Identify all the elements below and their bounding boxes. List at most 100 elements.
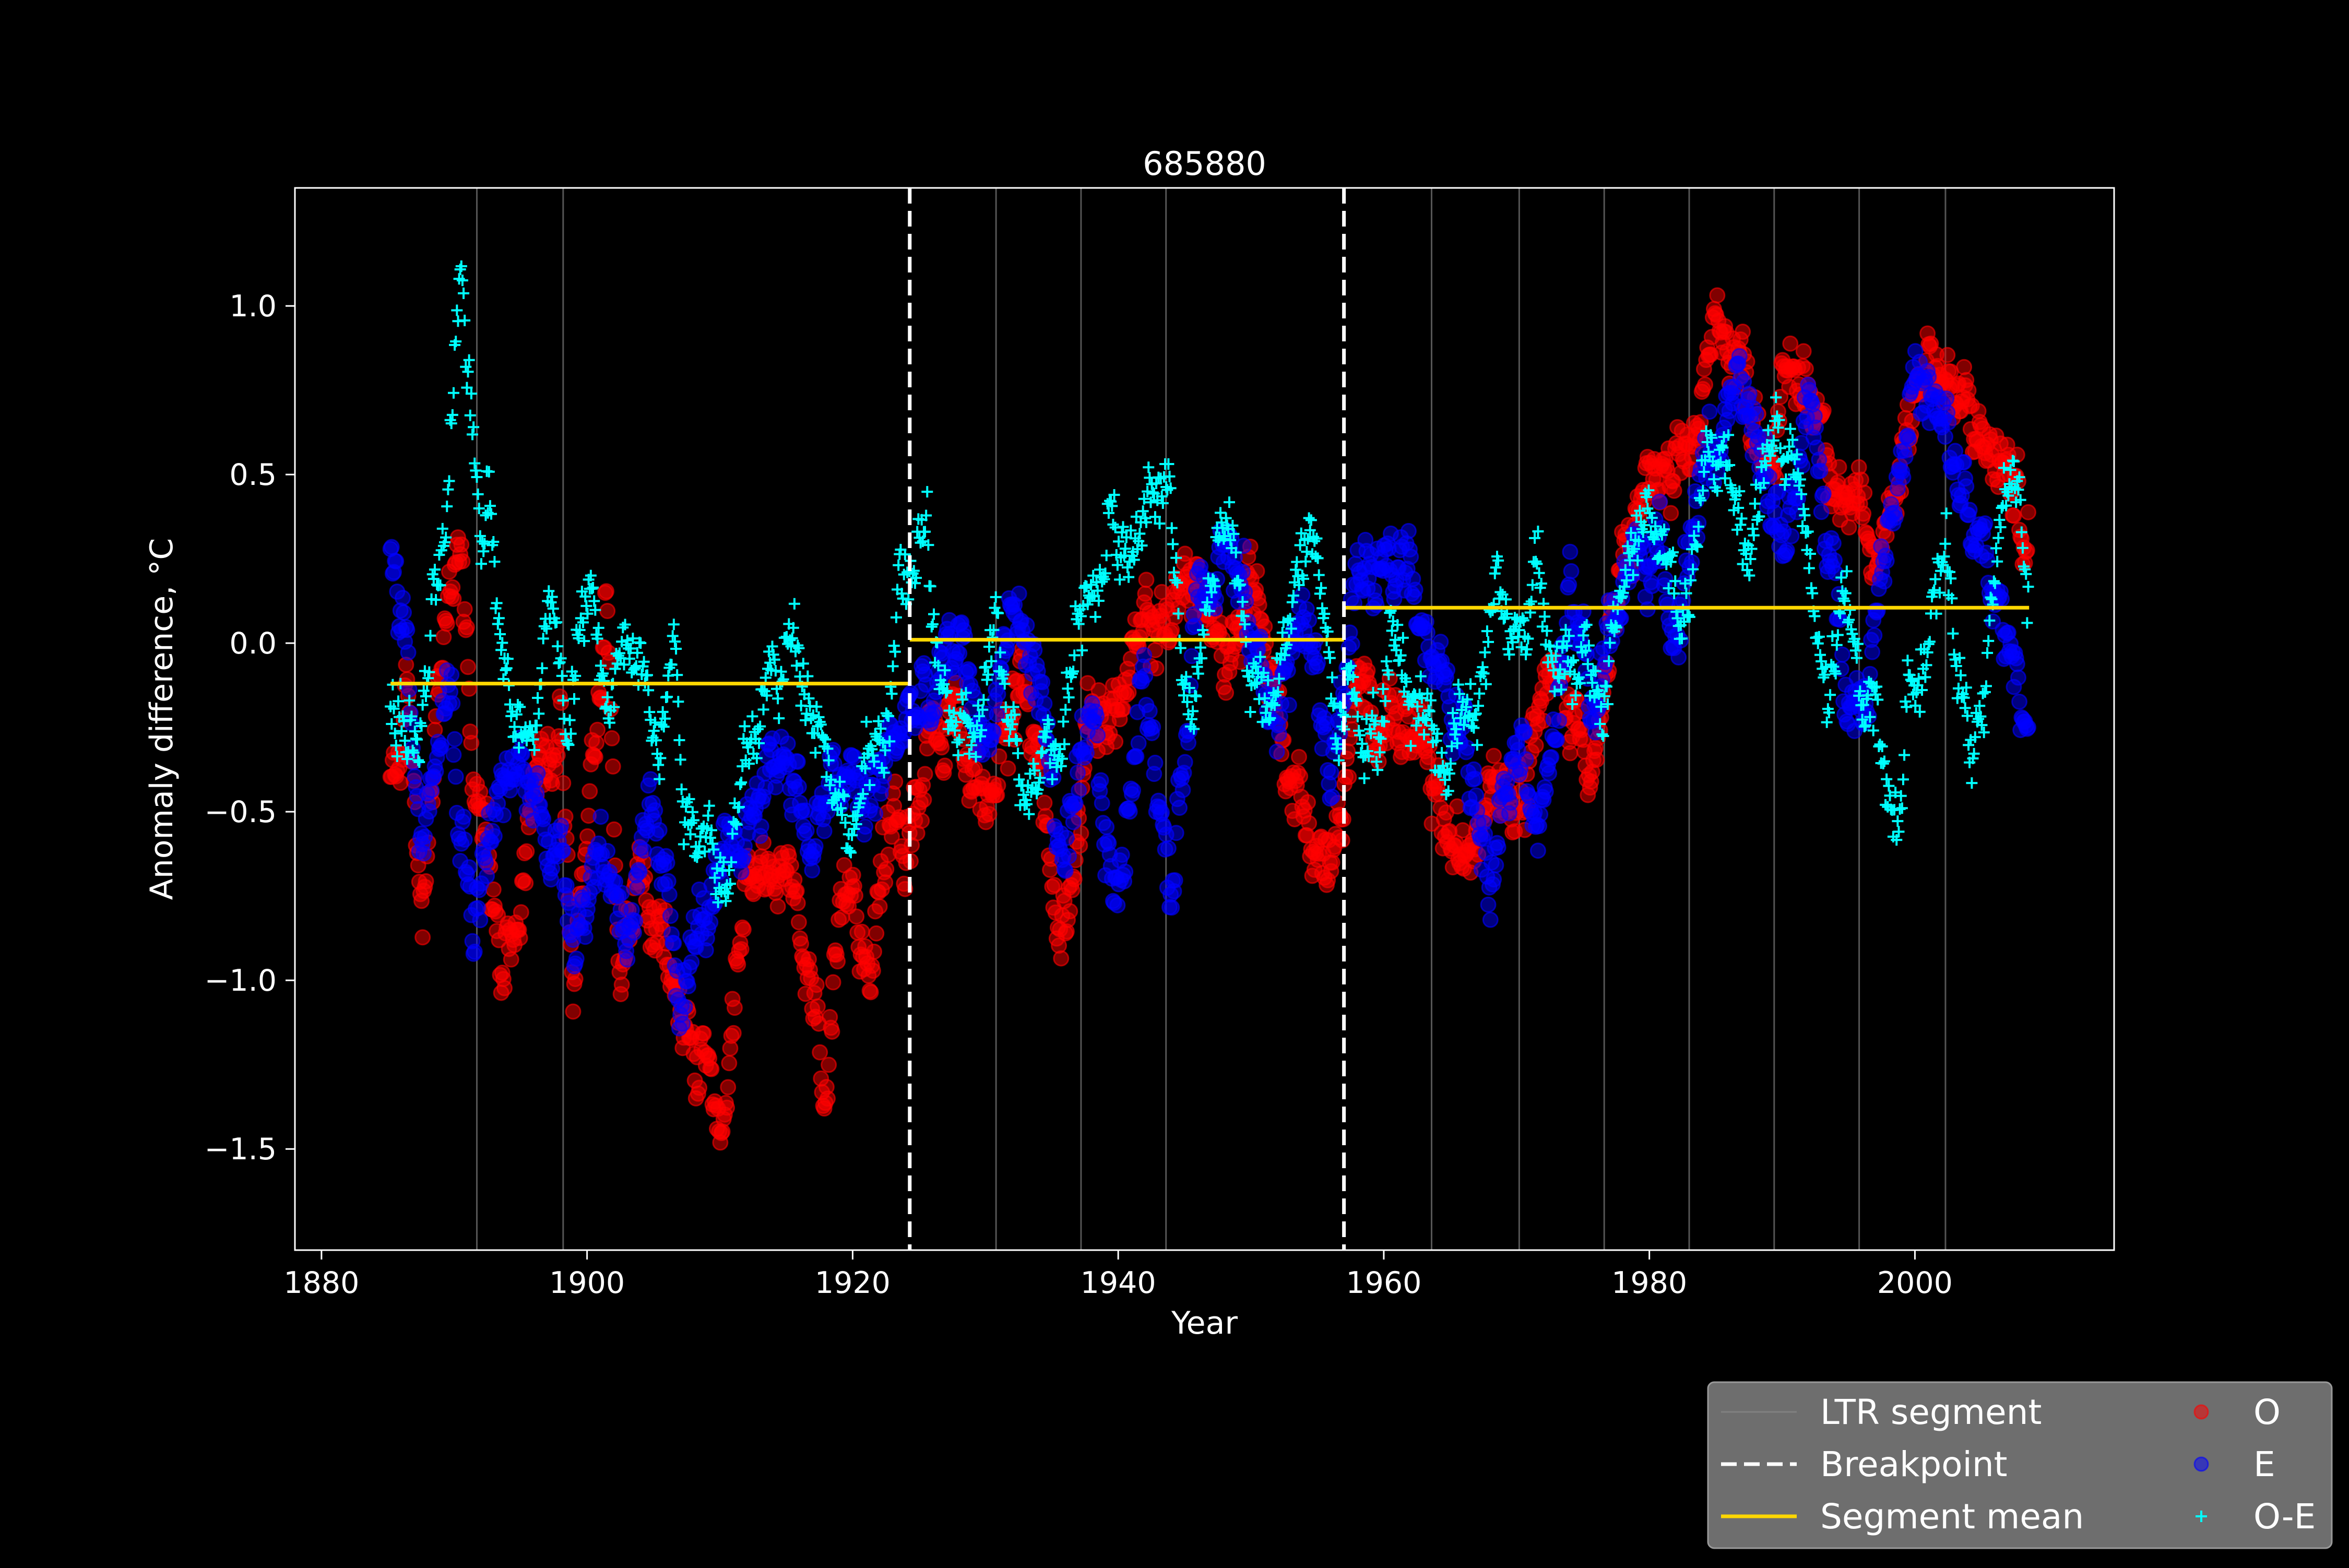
point-oe xyxy=(2013,471,2025,483)
point-oe xyxy=(1138,493,1150,505)
point-oe xyxy=(1789,453,1801,465)
point-oe xyxy=(407,744,419,756)
point-oe xyxy=(580,600,592,612)
point-oe xyxy=(1924,636,1936,648)
point-oe xyxy=(530,719,542,731)
point-o xyxy=(735,921,752,938)
point-o xyxy=(691,1079,708,1096)
point-oe xyxy=(791,660,803,672)
point-oe xyxy=(1913,673,1925,685)
point-e xyxy=(1748,406,1764,422)
point-oe xyxy=(1706,432,1718,444)
point-e xyxy=(706,896,723,912)
point-oe xyxy=(1891,834,1903,846)
point-oe xyxy=(1764,450,1776,462)
point-o xyxy=(2020,504,2037,520)
point-e xyxy=(1815,485,1832,502)
point-oe xyxy=(512,699,524,711)
point-oe xyxy=(635,637,647,649)
point-oe xyxy=(1075,610,1087,622)
point-e xyxy=(1088,708,1105,724)
point-oe xyxy=(392,695,404,707)
point-e xyxy=(1670,649,1687,666)
point-oe xyxy=(1330,732,1342,744)
point-oe xyxy=(982,669,994,681)
point-oe xyxy=(1145,496,1157,508)
point-e xyxy=(1477,826,1493,842)
point-oe xyxy=(2000,500,2012,512)
point-e xyxy=(798,822,815,839)
point-oe xyxy=(1443,767,1455,779)
point-oe xyxy=(1363,751,1375,763)
x-tick-label: 1940 xyxy=(1081,1266,1156,1300)
point-oe xyxy=(1502,643,1514,655)
point-oe xyxy=(1950,660,1962,672)
point-oe xyxy=(845,847,857,859)
point-oe xyxy=(473,503,485,515)
point-e xyxy=(702,914,719,931)
point-oe xyxy=(430,594,442,606)
point-oe xyxy=(1693,492,1705,504)
point-oe xyxy=(1656,529,1668,541)
point-oe xyxy=(1347,671,1359,683)
point-oe xyxy=(1593,688,1605,700)
point-oe xyxy=(1143,461,1155,473)
point-oe xyxy=(1268,699,1280,711)
point-oe xyxy=(1489,567,1501,579)
point-e xyxy=(1089,727,1106,744)
point-o xyxy=(1663,505,1679,521)
point-oe xyxy=(1479,646,1491,658)
point-oe xyxy=(1994,514,2006,526)
point-e xyxy=(1125,782,1142,799)
point-o xyxy=(613,976,630,993)
point-oe xyxy=(986,655,998,667)
point-oe xyxy=(1405,740,1417,752)
point-oe xyxy=(1361,745,1373,757)
point-e xyxy=(647,802,663,818)
point-e xyxy=(989,706,1005,723)
point-oe xyxy=(1171,577,1183,589)
point-e xyxy=(1141,703,1158,719)
point-oe xyxy=(1474,687,1486,699)
point-e xyxy=(1878,552,1895,569)
point-oe xyxy=(949,724,961,737)
y-tick-label: −1.0 xyxy=(205,964,277,998)
point-o xyxy=(1841,519,1857,536)
point-e xyxy=(1137,668,1154,684)
point-oe xyxy=(1215,507,1227,519)
point-oe xyxy=(1791,448,1803,460)
point-oe xyxy=(1539,611,1551,623)
point-e xyxy=(444,695,461,711)
point-oe xyxy=(1610,622,1622,634)
point-oe xyxy=(1374,746,1386,758)
point-oe xyxy=(754,720,766,732)
point-o xyxy=(862,984,879,1001)
point-oe xyxy=(1533,567,1545,579)
point-e xyxy=(446,731,463,747)
point-oe xyxy=(1350,695,1362,707)
point-oe xyxy=(2014,494,2026,506)
point-oe xyxy=(468,421,480,433)
point-oe xyxy=(1345,660,1357,672)
point-oe xyxy=(1758,477,1770,489)
point-oe xyxy=(1209,580,1221,592)
point-oe xyxy=(1627,569,1639,581)
point-o xyxy=(848,908,865,925)
point-oe xyxy=(1494,586,1506,598)
point-oe xyxy=(1516,612,1528,624)
y-tick-label: 1.0 xyxy=(229,289,277,324)
point-oe xyxy=(1046,773,1058,785)
point-oe xyxy=(879,744,891,756)
point-e xyxy=(2009,656,2025,672)
point-oe xyxy=(543,585,555,597)
point-e xyxy=(1098,818,1115,835)
point-oe xyxy=(1043,718,1055,730)
point-oe xyxy=(1826,630,1838,642)
point-oe xyxy=(472,488,484,500)
point-e xyxy=(1693,486,1710,503)
point-o xyxy=(719,1099,735,1116)
point-oe xyxy=(648,725,660,737)
point-oe xyxy=(1273,673,1285,685)
point-oe xyxy=(980,661,992,673)
